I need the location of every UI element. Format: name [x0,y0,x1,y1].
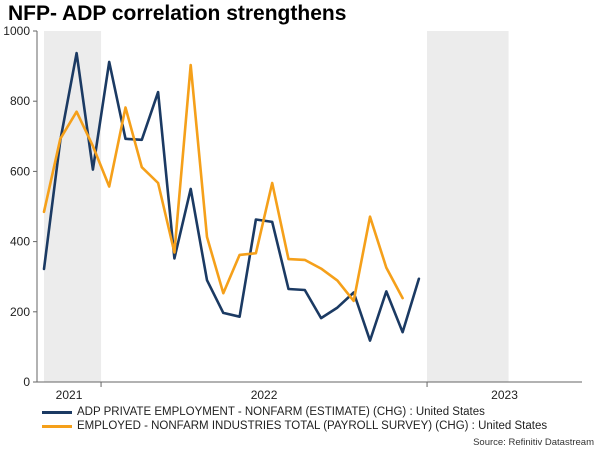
series-line-0 [42,51,421,342]
y-tick-label-200: 200 [10,305,30,319]
y-tick-label-800: 800 [10,94,30,108]
legend-swatch-nfp [42,424,72,428]
x-axis-ticks: 2021 2022 2023 [56,382,518,402]
legend-swatch-adp [42,410,72,414]
y-tick-label-400: 400 [10,235,30,249]
y-tick-label-0: 0 [23,375,30,389]
legend-label-adp: ADP PRIVATE EMPLOYMENT - NONFARM (ESTIMA… [77,406,485,418]
legend-item-nfp: EMPLOYED - NONFARM INDUSTRIES TOTAL (PAY… [42,419,547,433]
series-line-1 [42,63,404,303]
shaded-periods [44,31,509,382]
shaded-period-1 [427,31,509,382]
series-lines [42,51,421,342]
y-tick-label-1000: 1000 [3,24,30,38]
shaded-period-0 [44,31,102,382]
x-tick-label-2021: 2021 [56,388,83,402]
source-note: Source: Refinitiv Datastream [473,437,594,448]
chart-title: NFP- ADP correlation strengthens [8,2,347,25]
y-axis-ticks: 0 200 400 600 800 1000 [3,24,37,389]
legend-label-nfp: EMPLOYED - NONFARM INDUSTRIES TOTAL (PAY… [77,420,548,432]
legend-item-adp: ADP PRIVATE EMPLOYMENT - NONFARM (ESTIMA… [42,405,547,419]
x-tick-label-2023: 2023 [491,388,518,402]
legend: ADP PRIVATE EMPLOYMENT - NONFARM (ESTIMA… [42,405,547,433]
x-tick-label-2022: 2022 [251,388,278,402]
y-tick-label-600: 600 [10,164,30,178]
